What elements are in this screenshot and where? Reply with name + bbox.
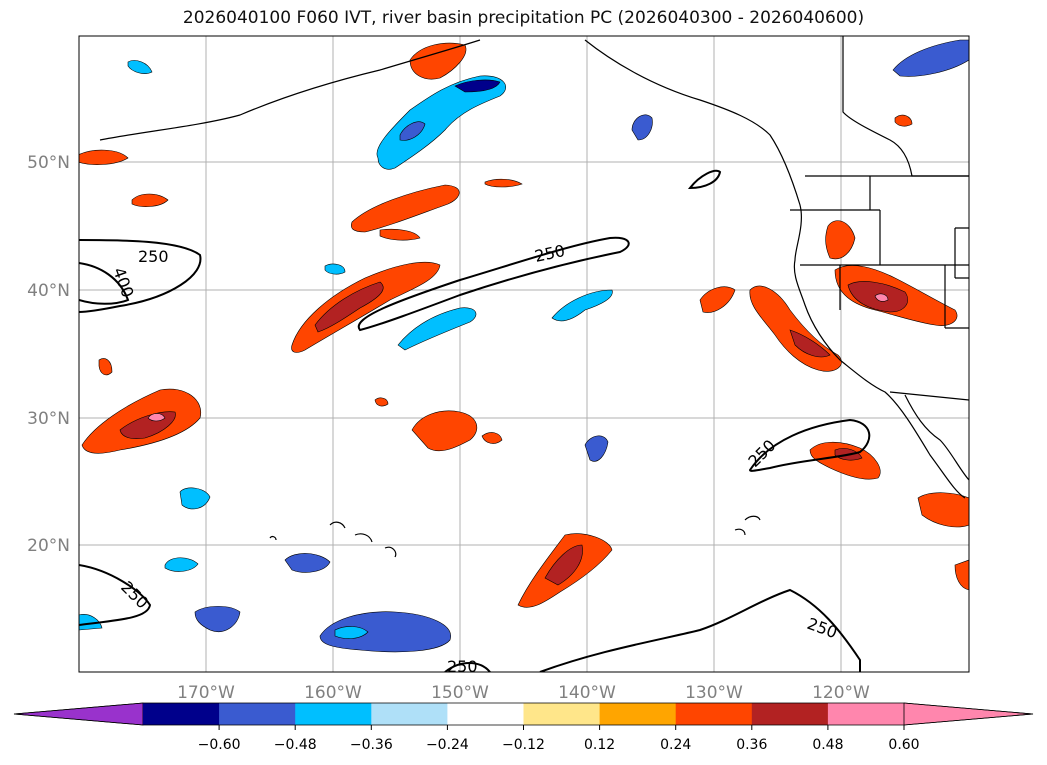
lat-label: 20°N xyxy=(27,536,70,556)
colorbar: −0.60 −0.48 −0.36 −0.24 −0.12 0.12 0.24 0.36 0.4… xyxy=(13,702,1034,753)
colorbar-tick-label: −0.12 xyxy=(502,737,545,753)
ivt-contours xyxy=(79,169,871,672)
colorbar-tick-label: 0.24 xyxy=(660,737,691,753)
colorbar-tick-label: −0.24 xyxy=(426,737,469,753)
lon-label: 120°W xyxy=(812,683,870,703)
colorbar-tick-label: 0.12 xyxy=(584,737,615,753)
colorbar-outline xyxy=(13,702,1034,726)
lon-label: 170°W xyxy=(177,683,235,703)
lat-label: 50°N xyxy=(27,153,70,173)
colorbar-bin xyxy=(599,703,677,725)
lat-label: 30°N xyxy=(27,409,70,429)
coastlines xyxy=(99,36,969,558)
colorbar-bin xyxy=(675,703,753,725)
colorbar-bin xyxy=(295,703,372,725)
colorbar-bin xyxy=(447,703,524,725)
colorbar-bin xyxy=(371,703,448,725)
map-border xyxy=(78,35,970,673)
colorbar-bin xyxy=(523,703,601,725)
positive-anomaly-areas xyxy=(79,42,969,608)
colorbar-tick-label: 0.60 xyxy=(888,737,919,753)
colorbar-under-arrow xyxy=(13,702,144,726)
colorbar-bin xyxy=(219,703,296,725)
lat-label: 40°N xyxy=(27,281,70,301)
colorbar-tick-label: −0.48 xyxy=(274,737,317,753)
negative-anomaly-areas xyxy=(79,39,969,653)
colorbar-tick-label: −0.60 xyxy=(198,737,241,753)
lon-label: 140°W xyxy=(558,683,616,703)
lon-label: 130°W xyxy=(685,683,743,703)
colorbar-over-arrow xyxy=(903,702,1034,726)
longitude-labels: 170°W 160°W 150°W 140°W 130°W 120°W xyxy=(177,683,870,703)
contour-label: 250 xyxy=(447,657,478,676)
colorbar-bin xyxy=(827,703,905,725)
colorbar-bin xyxy=(143,703,220,725)
colorbar-bin xyxy=(751,703,829,725)
map-title: 2026040100 F060 IVT, river basin precipi… xyxy=(182,8,865,28)
lon-label: 150°W xyxy=(431,683,489,703)
lon-label: 160°W xyxy=(304,683,362,703)
colorbar-tick-label: 0.36 xyxy=(736,737,767,753)
contour-label: 250 xyxy=(138,247,169,266)
colorbar-tick-label: 0.48 xyxy=(812,737,843,753)
latitude-labels: 50°N 40°N 30°N 20°N xyxy=(27,153,70,556)
colorbar-tick-label: −0.36 xyxy=(350,737,393,753)
